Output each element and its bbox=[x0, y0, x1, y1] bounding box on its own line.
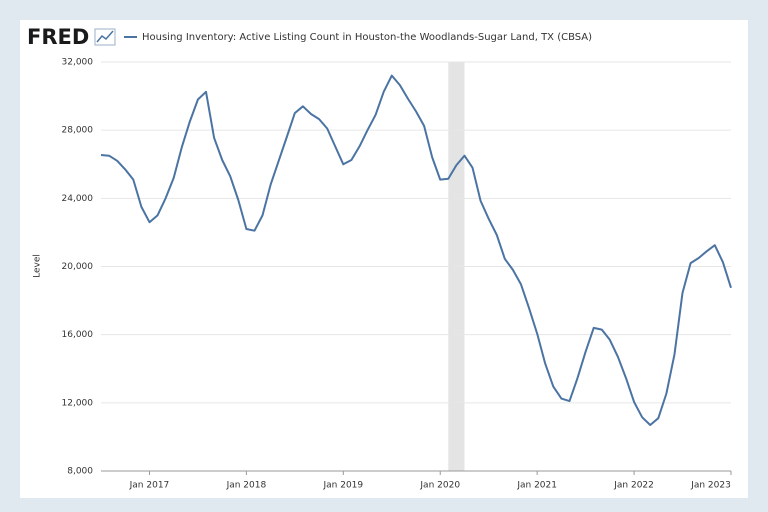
x-tick-label: Jan 2019 bbox=[322, 481, 363, 491]
y-axis-label: Level bbox=[33, 254, 43, 278]
panel bbox=[20, 20, 748, 498]
y-tick-label: 16,000 bbox=[62, 330, 94, 340]
x-tick-label: Jan 2018 bbox=[226, 481, 267, 491]
x-tick-label: Jan 2021 bbox=[516, 481, 557, 491]
logo-icon bbox=[94, 28, 116, 46]
y-tick-label: 28,000 bbox=[62, 126, 94, 136]
x-tick-label: Jan 2022 bbox=[613, 481, 654, 491]
logo: FRED bbox=[27, 25, 89, 49]
y-tick-label: 12,000 bbox=[62, 398, 94, 408]
x-tick-label: Jan 2023 bbox=[690, 481, 731, 491]
y-tick-label: 24,000 bbox=[62, 194, 94, 204]
x-tick-label: Jan 2017 bbox=[129, 481, 170, 491]
y-tick-label: 20,000 bbox=[62, 262, 94, 272]
series-line bbox=[100, 74, 732, 426]
legend-label: Housing Inventory: Active Listing Count … bbox=[142, 32, 592, 43]
x-tick-label: Jan 2020 bbox=[419, 481, 460, 491]
y-tick-label: 8,000 bbox=[67, 467, 93, 477]
y-tick-label: 32,000 bbox=[62, 58, 94, 68]
